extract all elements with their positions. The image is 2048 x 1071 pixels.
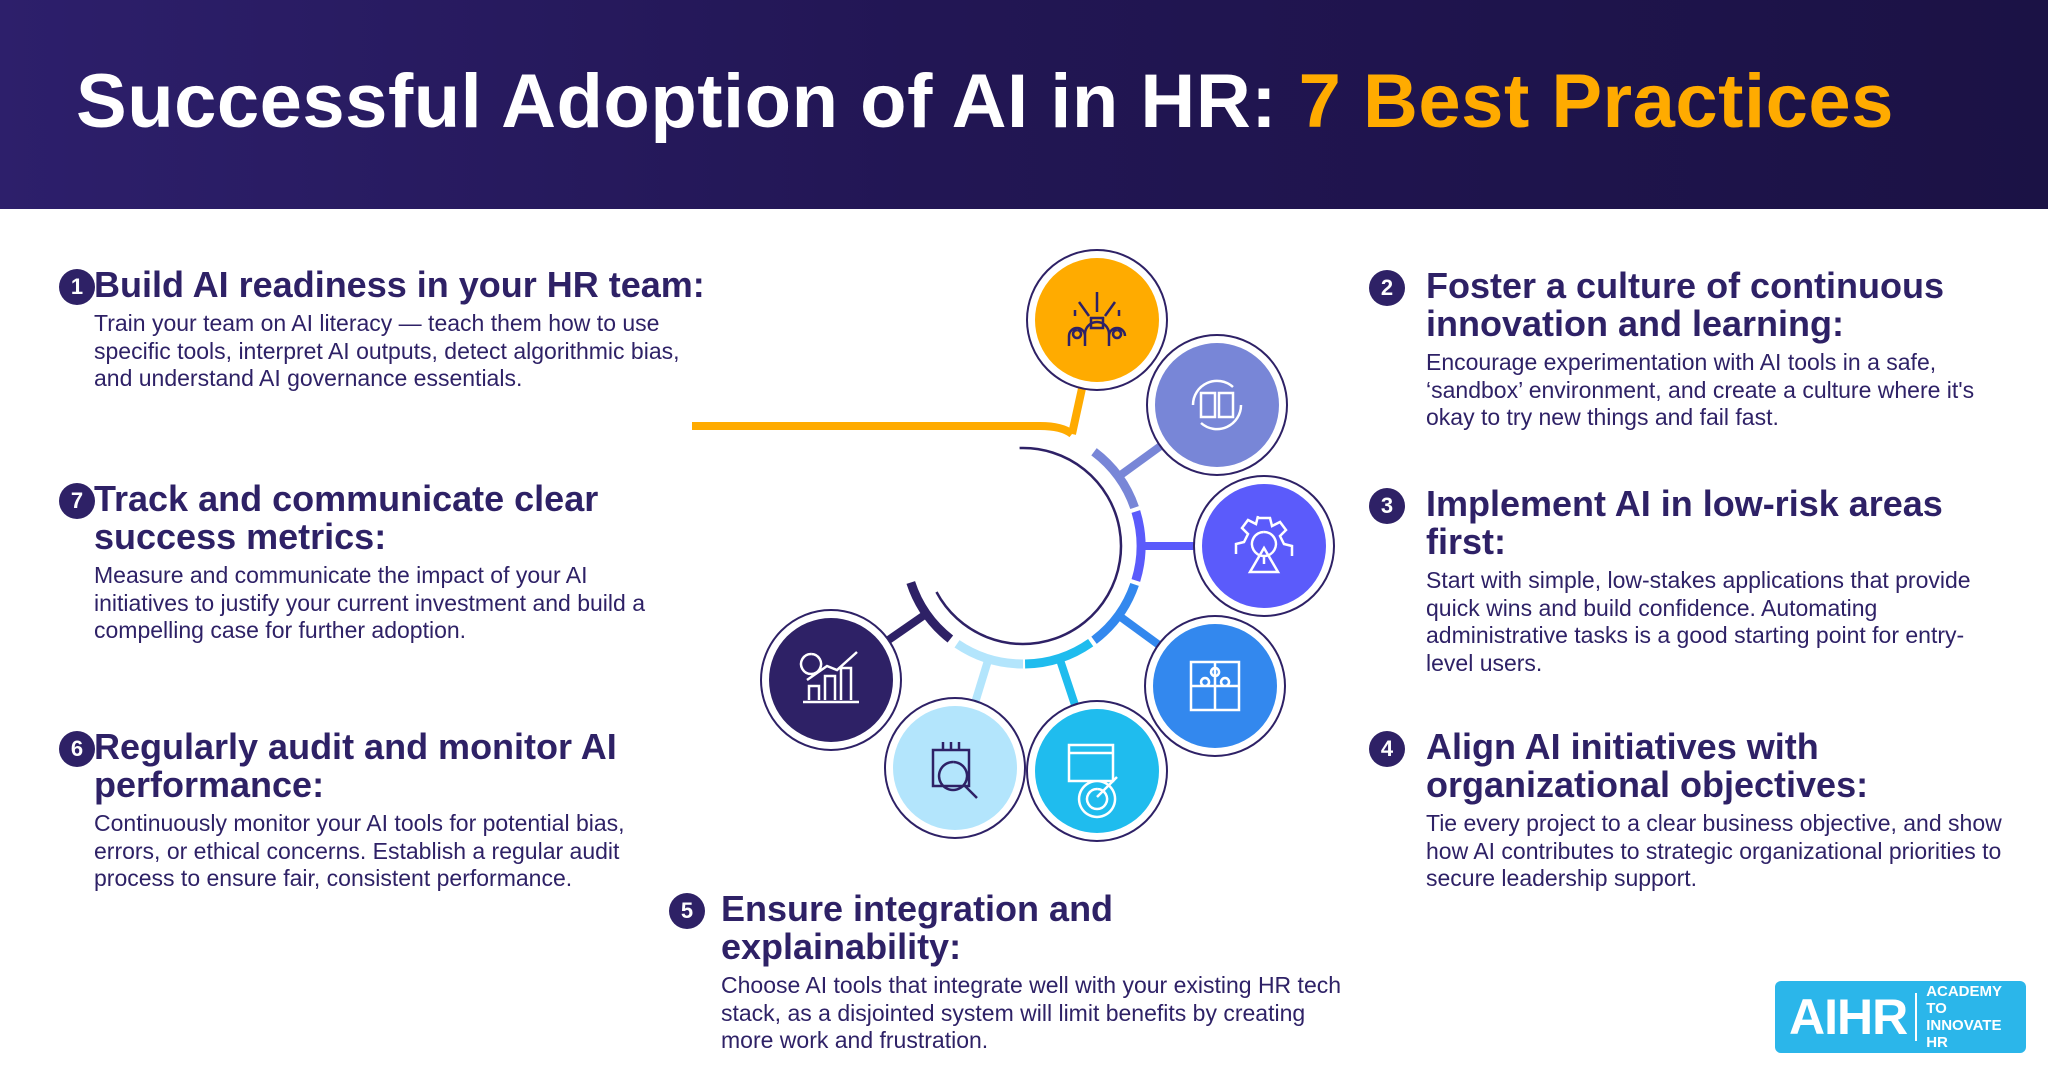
node-fill [1035, 709, 1159, 833]
number-badge: 1 [59, 269, 95, 305]
practice-2: Foster a culture of continuous innovatio… [1426, 267, 1986, 432]
number-badge: 5 [669, 893, 705, 929]
team-network-icon [1067, 292, 1127, 346]
practice-heading: Foster a culture of continuous innovatio… [1426, 265, 1945, 344]
practice-heading: Regularly audit and monitor AI performan… [94, 726, 617, 805]
logo-divider [1915, 993, 1918, 1041]
node-fill [1035, 258, 1159, 382]
practice-3: Implement AI in low-risk areas first: Sta… [1426, 485, 1986, 677]
practice-body: Encourage experimentation with AI tools … [1426, 349, 1975, 430]
diagram-node-2 [1091, 334, 1288, 510]
diagram-node-1 [1026, 249, 1168, 435]
ring-segment [954, 640, 1024, 669]
lead-line [692, 422, 1075, 438]
book-cycle-icon [1191, 379, 1243, 431]
gear-warning-icon [1234, 515, 1294, 574]
growth-chart-icon [799, 651, 859, 704]
practice-1: Build AI readiness in your HR team: Train… [94, 266, 714, 393]
diagram-node-3 [1131, 475, 1335, 617]
puzzle-icon [1189, 660, 1241, 712]
node-fill [1155, 343, 1279, 467]
node-fill [893, 706, 1017, 830]
page-title: Successful Adoption of AI in HR: 7 Best … [76, 58, 1894, 145]
diagram-node-5 [1024, 638, 1168, 842]
number-badge: 7 [59, 483, 95, 519]
logo-tagline: ACADEMY TO INNOVATE HR [1926, 983, 2026, 1051]
title-accent: 7 Best Practices [1298, 59, 1894, 144]
number-badge: 3 [1369, 488, 1405, 524]
ring-segment [1131, 510, 1146, 582]
ring-segment [1024, 638, 1094, 669]
practice-body: Measure and communicate the impact of yo… [94, 562, 645, 643]
practice-heading: Track and communicate clear success metr… [94, 478, 599, 557]
diagram-node-7 [760, 580, 954, 751]
ring-segment [906, 580, 954, 643]
logo-brand: AIHR [1789, 989, 1908, 1045]
number-badge: 2 [1369, 270, 1405, 306]
title-main: Successful Adoption of AI in HR: [76, 59, 1299, 144]
practice-body: Train your team on AI literacy — teach t… [94, 310, 680, 391]
practice-heading: Align AI initiatives with organizational… [1426, 726, 1869, 805]
practice-body: Continuously monitor your AI tools for p… [94, 810, 625, 891]
practice-5: Ensure integration and explainability: Ch… [721, 890, 1361, 1055]
practice-heading: Implement AI in low-risk areas first: [1426, 483, 1943, 562]
aihr-logo: AIHR ACADEMY TO INNOVATE HR [1775, 981, 2026, 1053]
node-fill [769, 618, 893, 742]
header-banner: Successful Adoption of AI in HR: 7 Best … [0, 0, 2048, 209]
diagram-node-4 [1091, 582, 1286, 757]
practice-7: Track and communicate clear success metr… [94, 480, 654, 645]
practice-heading: Ensure integration and explainability: [721, 888, 1114, 967]
practice-heading: Build AI readiness in your HR team: [94, 264, 705, 305]
number-badge: 4 [1369, 731, 1405, 767]
logo-tagline-2: INNOVATE HR [1926, 1017, 2002, 1051]
practice-4: Align AI initiatives with organizational… [1426, 728, 2006, 893]
practice-body: Tie every project to a clear business ob… [1426, 810, 2002, 891]
practice-body: Choose AI tools that integrate well with… [721, 972, 1342, 1053]
target-browser-icon [1067, 743, 1118, 819]
inner-circle [935, 446, 1123, 646]
diagram-node-6 [884, 640, 1026, 839]
ring-segment [1091, 582, 1139, 644]
ring-segment [1091, 448, 1139, 510]
magnifier-audit-icon [931, 742, 978, 799]
number-badge: 6 [59, 731, 95, 767]
practice-body: Start with simple, low-stakes applicatio… [1426, 567, 1971, 676]
logo-tagline-1: ACADEMY TO [1926, 983, 2002, 1017]
practice-6: Regularly audit and monitor AI performan… [94, 728, 654, 893]
